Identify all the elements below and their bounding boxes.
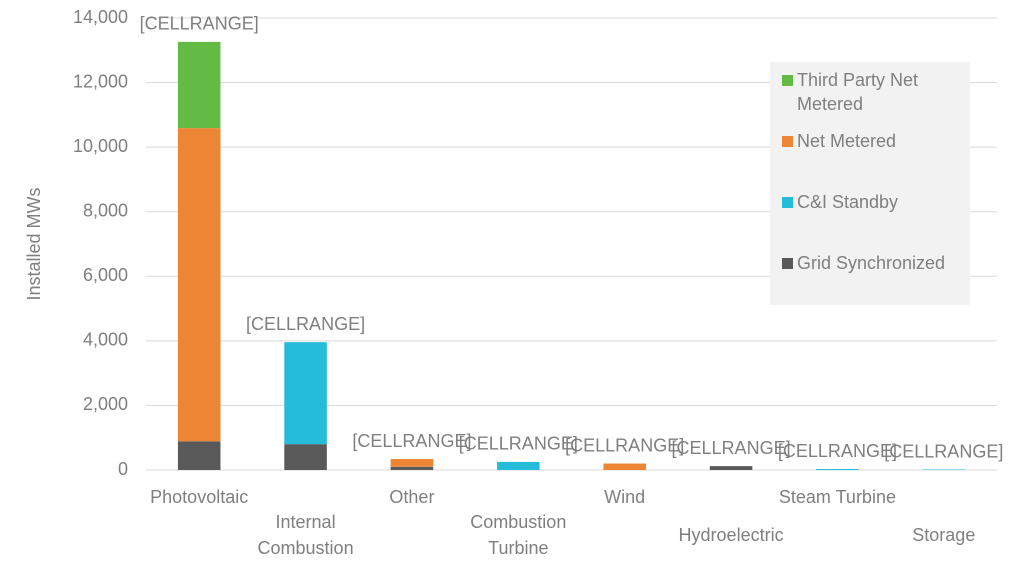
bar-segment — [177, 441, 221, 470]
bar-segment — [603, 463, 646, 470]
legend-entry: C&I Standby — [782, 190, 962, 214]
x-tick-label: Hydroelectric — [678, 525, 784, 545]
y-axis-title: Installed MWs — [24, 187, 44, 300]
x-tick-label: Steam Turbine — [778, 487, 896, 507]
bar-segment — [284, 444, 327, 470]
x-tick-label: Photovoltaic — [150, 487, 249, 507]
y-tick-label: 2,000 — [83, 394, 128, 414]
legend-swatch — [782, 197, 793, 208]
data-label: [CELLRANGE] — [459, 434, 578, 454]
bar-segment — [390, 466, 434, 470]
bar-segment — [816, 469, 859, 470]
y-tick-label: 10,000 — [73, 136, 128, 156]
legend-entry: Net Metered — [782, 129, 962, 153]
data-label: [CELLRANGE] — [672, 438, 791, 458]
legend-swatch — [782, 258, 793, 269]
bar-segment — [390, 459, 434, 467]
bar-segment — [177, 41, 221, 129]
legend: Grid Synchronized C&I Standby Net Metered T… — [770, 62, 970, 305]
bar-segment — [177, 128, 221, 442]
data-label: [CELLRANGE] — [565, 435, 684, 455]
y-tick-label: 6,000 — [83, 265, 128, 285]
data-label: [CELLRANGE] — [884, 441, 1003, 461]
y-tick-label: 8,000 — [83, 200, 128, 220]
x-tick-label: Wind — [604, 487, 646, 507]
x-tick-label: Other — [389, 487, 435, 507]
data-label: [CELLRANGE] — [246, 314, 365, 334]
x-tick-label: Internal Combustion — [257, 512, 354, 558]
x-tick-label: Storage — [912, 525, 976, 545]
legend-label: Third Party Net Metered — [797, 70, 919, 114]
data-label: [CELLRANGE] — [352, 431, 471, 451]
legend-label: Grid Synchronized — [797, 253, 946, 273]
data-label: [CELLRANGE] — [140, 14, 259, 34]
y-tick-label: 4,000 — [83, 330, 128, 350]
data-label: [CELLRANGE] — [778, 441, 897, 461]
legend-label: Net Metered — [797, 131, 897, 151]
y-tick-label: 12,000 — [73, 71, 128, 91]
legend-entry: Third Party Net Metered — [782, 68, 962, 116]
bar-segment — [709, 466, 753, 470]
legend-swatch — [782, 75, 793, 86]
y-tick-label: 14,000 — [73, 7, 128, 27]
bar-segment — [284, 342, 327, 445]
legend-swatch — [782, 136, 793, 147]
legend-entry: Grid Synchronized — [782, 251, 962, 275]
legend-label: C&I Standby — [797, 192, 899, 212]
y-tick-label: 0 — [118, 459, 128, 479]
bar-segment — [497, 461, 540, 470]
x-tick-label: Combustion Turbine — [470, 512, 567, 558]
